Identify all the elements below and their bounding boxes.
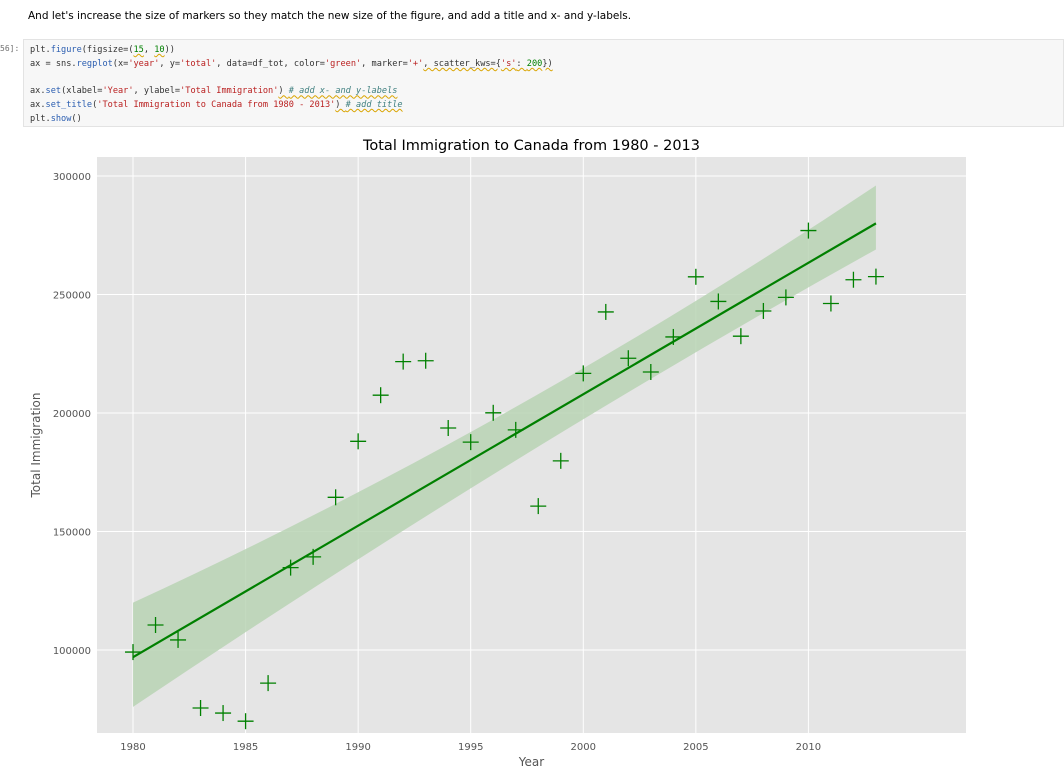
scatter-point (282, 559, 299, 576)
scatter-point (147, 616, 164, 633)
x-tick-label: 1980 (120, 742, 145, 753)
scatter-point (462, 434, 479, 451)
scatter-point (755, 302, 772, 319)
regression-line (132, 222, 877, 659)
scatter-point (237, 713, 254, 730)
scatter-point (845, 271, 862, 288)
y-tick-label: 250000 (53, 290, 91, 301)
regplot-chart: 1980 1985 1990 1995 2000 2005 2010 100000 15000… (29, 138, 966, 769)
scatter-point (440, 420, 457, 437)
x-tick-label: 1995 (458, 742, 483, 753)
scatter-point (192, 699, 209, 716)
scatter-point (305, 548, 322, 565)
y-axis-ticks: 100000 150000 200000 250000 300000 (53, 172, 91, 657)
code-editor[interactable]: plt.figure(figsize=(15, 10)) ax = sns.re… (30, 44, 553, 127)
scatter-point (530, 498, 547, 515)
scatter-point (822, 295, 839, 312)
scatter-point (665, 328, 682, 345)
x-tick-label: 2000 (571, 742, 596, 753)
scatter-points (125, 222, 884, 730)
scatter-point (620, 350, 637, 367)
scatter-point (395, 353, 412, 370)
code-line-1: plt.figure(figsize=(15, 10)) (30, 45, 175, 55)
scatter-point (642, 363, 659, 380)
y-axis-label: Total Immigration (29, 393, 43, 499)
chart-output: 1980 1985 1990 1995 2000 2005 2010 100000 15000… (0, 130, 1064, 783)
x-tick-label: 2005 (683, 742, 708, 753)
scatter-point (170, 631, 187, 648)
x-tick-label: 1985 (233, 742, 258, 753)
y-tick-label: 300000 (53, 172, 91, 183)
scatter-point (597, 303, 614, 320)
code-line-2: ax = sns.regplot(x='year', y='total', da… (30, 58, 553, 69)
scatter-point (327, 489, 344, 506)
y-tick-label: 100000 (53, 646, 91, 657)
scatter-point (867, 268, 884, 285)
x-axis-label: Year (518, 755, 544, 769)
scatter-point (215, 705, 232, 722)
y-tick-label: 150000 (53, 528, 91, 539)
scatter-point (417, 352, 434, 369)
scatter-point (260, 675, 277, 692)
markdown-text: And let's increase the size of markers s… (28, 10, 632, 22)
y-tick-label: 200000 (53, 409, 91, 420)
scatter-point (575, 365, 592, 382)
scatter-point (800, 222, 817, 239)
scatter-point (732, 328, 749, 345)
chart-title: Total Immigration to Canada from 1980 - … (362, 138, 700, 154)
scatter-point (485, 404, 502, 421)
code-line-3: ax.set(xlabel='Year', ylabel='Total Immi… (30, 86, 398, 97)
scatter-point (687, 268, 704, 285)
cell-prompt: 56]: (0, 44, 20, 53)
scatter-point (777, 289, 794, 306)
x-tick-label: 2010 (796, 742, 821, 753)
x-axis-ticks: 1980 1985 1990 1995 2000 2005 2010 (120, 742, 821, 753)
code-line-4: ax.set_title('Total Immigration to Canad… (30, 100, 403, 111)
scatter-point (552, 452, 569, 469)
scatter-point (350, 433, 367, 450)
scatter-point (125, 644, 142, 661)
code-line-5: plt.show() (30, 113, 82, 124)
scatter-point (710, 293, 727, 310)
x-tick-label: 1990 (345, 742, 370, 753)
scatter-point (507, 421, 524, 438)
confidence-band (133, 185, 876, 707)
code-cell[interactable]: plt.figure(figsize=(15, 10)) ax = sns.re… (23, 39, 1064, 127)
scatter-point (372, 387, 389, 404)
